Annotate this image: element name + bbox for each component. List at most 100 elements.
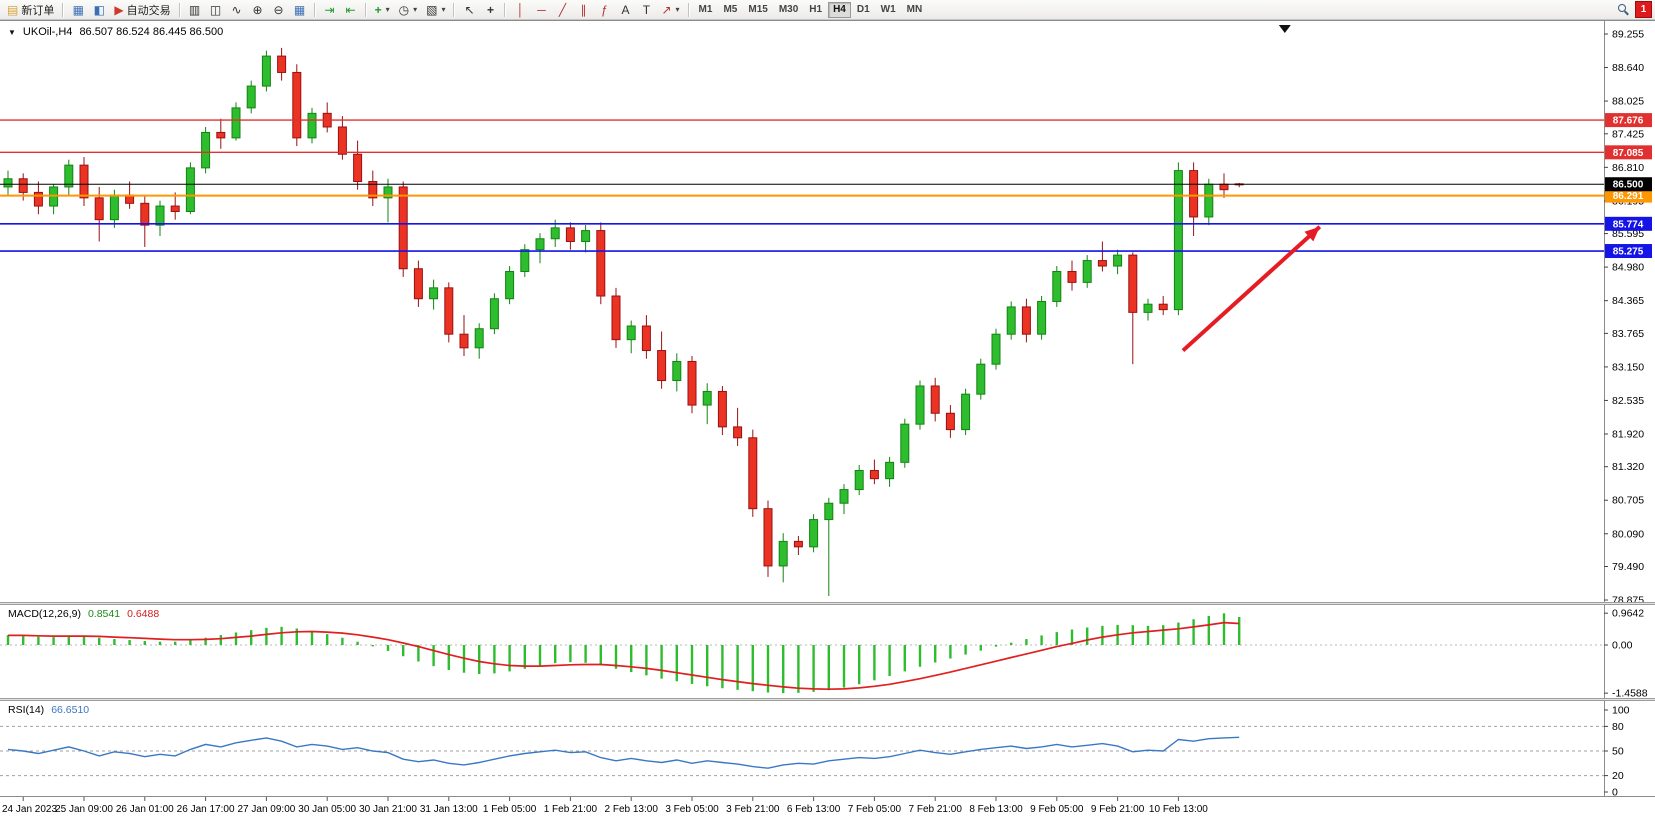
timeframe-button-h1[interactable]: H1 — [804, 2, 827, 18]
text-button[interactable]: A — [615, 1, 635, 19]
candle-body — [140, 202, 150, 226]
chart-header: ▼ UKOil-,H4 86.507 86.524 86.445 86.500 — [8, 26, 223, 38]
chart-shift-button[interactable]: ⇤ — [341, 1, 361, 19]
candle-body — [520, 249, 530, 272]
timeframe-button-d1[interactable]: D1 — [852, 2, 875, 18]
candle-body — [626, 325, 636, 341]
horizontal-line-button[interactable]: ─ — [531, 1, 551, 19]
candle-body — [763, 508, 773, 567]
trend-arrow-line[interactable] — [1181, 225, 1322, 353]
candle-body — [1113, 254, 1123, 267]
panel-separator[interactable] — [0, 602, 1655, 605]
candle-body — [307, 112, 317, 139]
candle-body — [581, 230, 591, 242]
templates-button[interactable]: ▧ ▾ — [422, 1, 449, 19]
candle-body — [717, 390, 727, 428]
rsi-axis-label: 100 — [1612, 705, 1630, 717]
timeframe-button-m30[interactable]: M30 — [774, 2, 803, 18]
timeframe-button-m1[interactable]: M1 — [694, 2, 718, 18]
zoom-out-icon: ⊖ — [273, 2, 284, 17]
price-axis-label: 81.920 — [1612, 428, 1644, 440]
zoom-out-button[interactable]: ⊖ — [269, 1, 289, 19]
candle-body — [885, 461, 895, 480]
price-axis-label: 89.255 — [1612, 29, 1644, 41]
clock-icon: ◷ — [398, 2, 410, 17]
candle-body — [292, 71, 302, 139]
price-tag — [1605, 216, 1652, 231]
timeframe-button-h4[interactable]: H4 — [828, 1, 851, 18]
trendline-button[interactable]: ╱ — [552, 1, 572, 19]
candlestick-chart-button[interactable]: ◫ — [206, 1, 226, 19]
text-label-button[interactable]: T — [636, 1, 656, 19]
chart-end-marker-icon[interactable] — [1278, 25, 1291, 33]
candle-body — [429, 287, 439, 300]
auto-scroll-button[interactable]: ⇥ — [320, 1, 340, 19]
rsi-axis-label: 0 — [1612, 787, 1618, 799]
crosshair-icon: + — [486, 2, 494, 17]
macd-name-label: MACD(12,26,9) — [8, 608, 81, 620]
candle-body — [216, 131, 226, 139]
fibonacci-icon: ƒ — [601, 2, 608, 17]
arrow-tool-icon: ↗ — [661, 2, 672, 17]
navigator-icon: ◧ — [93, 2, 106, 17]
candle-body — [793, 540, 803, 548]
price-axis-label: 87.425 — [1612, 128, 1644, 140]
time-axis-label: 7 Feb 21:00 — [909, 804, 963, 815]
new-order-button[interactable]: ▤ 新订单 — [3, 1, 58, 19]
tile-windows-button[interactable]: ▦ — [290, 1, 310, 19]
price-axis-label: 85.595 — [1612, 228, 1644, 240]
vertical-line-button[interactable]: │ — [510, 1, 530, 19]
time-axis-label: 9 Feb 05:00 — [1030, 804, 1084, 815]
macd-header: MACD(12,26,9) 0.8541 0.6488 — [8, 608, 159, 620]
notification-badge[interactable]: 1 — [1635, 1, 1652, 18]
toolbar-separator — [178, 2, 181, 17]
price-axis-label: 79.490 — [1612, 561, 1644, 573]
indicators-button[interactable]: + ▾ — [371, 1, 394, 19]
timeframe-button-mn[interactable]: MN — [902, 2, 928, 18]
cursor-button[interactable]: ↖ — [459, 1, 479, 19]
fibonacci-button[interactable]: ƒ — [594, 1, 614, 19]
timeframe-button-m15[interactable]: M15 — [743, 2, 772, 18]
timeframe-button-w1[interactable]: W1 — [876, 2, 901, 18]
vertical-line-icon: │ — [516, 2, 525, 17]
candle-body — [1189, 170, 1199, 218]
arrows-button[interactable]: ↗ ▾ — [657, 1, 683, 19]
autotrading-icon: ▶ — [114, 2, 124, 17]
line-chart-button[interactable]: ∿ — [227, 1, 247, 19]
candle-body — [261, 55, 271, 87]
collapse-ohlc-icon[interactable]: ▼ — [8, 27, 16, 37]
candle-body — [1097, 260, 1107, 267]
candle-body — [201, 131, 211, 169]
candle-body — [991, 333, 1001, 365]
panel-separator[interactable] — [0, 698, 1655, 701]
macd-axis-label: -1.4588 — [1612, 688, 1648, 700]
candle-body — [961, 393, 971, 431]
time-axis-label: 30 Jan 21:00 — [359, 804, 417, 815]
zoom-in-button[interactable]: ⊕ — [248, 1, 268, 19]
chart-canvas[interactable]: 89.25588.64088.02587.42586.81086.19585.5… — [0, 20, 1655, 822]
new-order-label: 新订单 — [21, 4, 55, 17]
search-icon[interactable] — [1617, 3, 1630, 16]
autotrading-button[interactable]: ▶ 自动交易 — [110, 1, 174, 19]
candle-body — [535, 238, 545, 251]
candle-body — [33, 191, 43, 207]
market-watch-button[interactable]: ▦ — [68, 1, 88, 19]
zoom-in-icon: ⊕ — [252, 2, 263, 17]
price-axis-label: 81.320 — [1612, 461, 1644, 473]
time-axis-label: 6 Feb 13:00 — [787, 804, 841, 815]
periods-button[interactable]: ◷ ▾ — [395, 1, 422, 19]
crosshair-button[interactable]: + — [480, 1, 500, 19]
bar-chart-button[interactable]: ▥ — [185, 1, 205, 19]
auto-scroll-icon: ⇥ — [324, 2, 335, 17]
candle-body — [353, 153, 363, 183]
channel-icon: ∥ — [580, 2, 587, 17]
time-axis-label: 8 Feb 13:00 — [969, 804, 1023, 815]
channel-button[interactable]: ∥ — [573, 1, 593, 19]
template-icon: ▧ — [426, 2, 438, 17]
navigator-button[interactable]: ◧ — [89, 1, 109, 19]
toolbar-separator — [504, 2, 507, 17]
symbol-period-label: UKOil-,H4 — [22, 26, 73, 38]
candle-body — [930, 385, 940, 414]
candle-body — [809, 519, 819, 548]
timeframe-button-m5[interactable]: M5 — [718, 2, 742, 18]
